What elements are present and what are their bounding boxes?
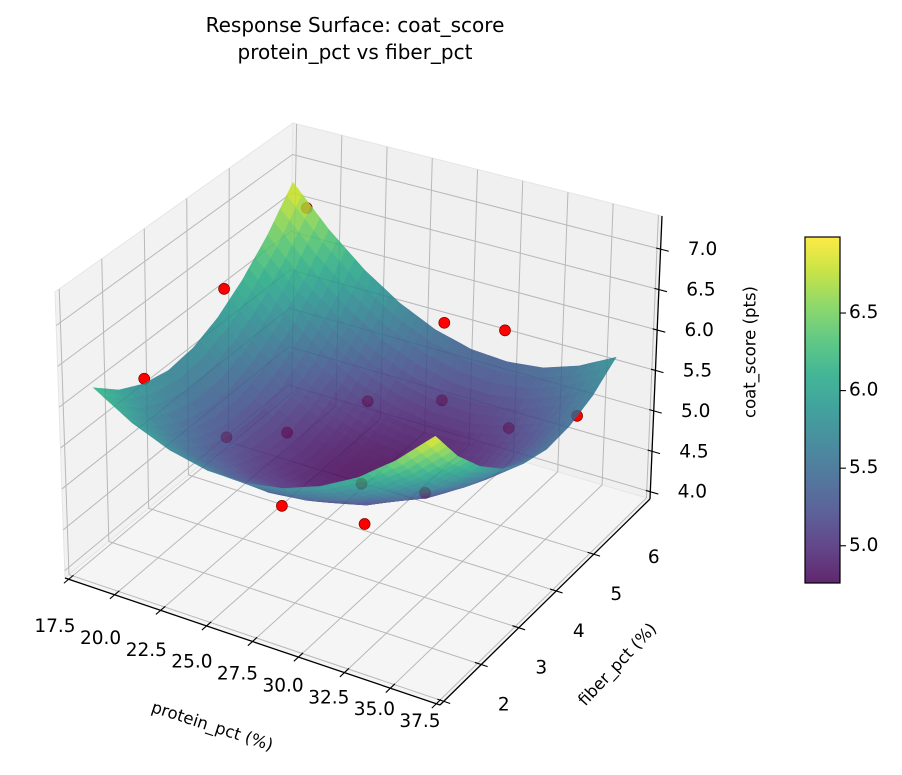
- z-tick-label: 5.0: [681, 401, 710, 422]
- z-tick-label: 6.5: [686, 280, 715, 301]
- x-tick: [63, 574, 74, 584]
- x-tick-label: 35.0: [354, 699, 395, 720]
- x-tick-label: 22.5: [126, 640, 167, 661]
- z-tick-label: 6.0: [684, 320, 713, 341]
- x-axis-label: protein_pct (%): [149, 697, 276, 755]
- x-tick-label: 37.5: [399, 711, 440, 732]
- data-point: [218, 283, 230, 295]
- back-gridline-z: [290, 230, 658, 331]
- x-tick: [247, 636, 258, 647]
- x-tick: [155, 605, 166, 615]
- data-point: [276, 500, 288, 512]
- x-tick: [431, 698, 442, 709]
- z-tick-label: 4.0: [678, 482, 707, 503]
- colorbar-tick-label: 5.5: [849, 457, 878, 478]
- z-axis-label: coat_score (pts): [741, 286, 761, 418]
- x-tick-label: 32.5: [308, 687, 349, 708]
- colorbar-tick-label: 6.5: [849, 302, 878, 323]
- z-tick: [647, 449, 661, 455]
- x-tick: [385, 683, 396, 693]
- z-tick: [650, 368, 664, 374]
- z-tick: [652, 328, 666, 333]
- y-tick: [512, 625, 526, 631]
- y-axis-label: fiber_pct (%): [574, 619, 661, 710]
- x-tick: [201, 621, 212, 631]
- y-tick-label: 3: [535, 658, 547, 679]
- surface-mesh: [92, 181, 617, 506]
- data-point: [438, 316, 451, 329]
- z-tick: [654, 287, 668, 293]
- surface-facet: [425, 435, 442, 448]
- chart-title: Response Surface: coat_score protein_pct…: [206, 13, 505, 64]
- left-gridline-z: [58, 230, 292, 408]
- title-line-1: Response Surface: coat_score: [206, 13, 505, 37]
- floor-gridline-y: [188, 474, 557, 592]
- y-tick-label: 5: [610, 584, 622, 605]
- z-tick-label: 7.0: [688, 239, 717, 260]
- colorbar-tick-label: 5.0: [849, 535, 878, 556]
- colorbar-frame: [804, 236, 841, 584]
- floor-gridline-y: [148, 507, 519, 629]
- x-tick: [293, 652, 304, 662]
- y-tick: [549, 588, 563, 594]
- z-tick: [649, 409, 662, 414]
- y-tick-label: 4: [573, 621, 585, 642]
- data-point: [358, 518, 371, 530]
- x-tick-label: 27.5: [217, 664, 258, 685]
- colorbar-tick-label: 6.0: [849, 380, 878, 401]
- x-tick-label: 30.0: [262, 675, 303, 696]
- back-gridline-z: [291, 192, 660, 291]
- x-tick-label: 20.0: [80, 628, 121, 649]
- floor-gridline-x: [435, 497, 647, 705]
- colorbar: 5.0 5.5 6.0 6.5: [804, 236, 878, 584]
- z-tick: [655, 247, 669, 252]
- left-gridline-z: [57, 192, 292, 367]
- data-point: [499, 324, 511, 337]
- z-tick-label: 4.5: [679, 441, 708, 462]
- left-gridline-z: [55, 154, 293, 326]
- x-tick: [339, 667, 350, 678]
- z-tick: [645, 489, 659, 495]
- floor-gridline-y: [108, 540, 482, 666]
- floor-gridline-x: [390, 484, 603, 689]
- title-line-2: protein_pct vs fiber_pct: [238, 40, 473, 64]
- y-tick-label: 2: [498, 694, 510, 715]
- x-tick: [109, 590, 120, 600]
- tick-marks: [63, 247, 669, 709]
- x-tick-label: 17.5: [34, 616, 75, 637]
- colorbar-gradient: [805, 237, 840, 583]
- floor-gridline-x: [298, 458, 514, 658]
- x-tick-label: 25.0: [171, 652, 212, 673]
- back-gridline-x: [601, 203, 614, 485]
- y-tick: [437, 698, 451, 705]
- z-tick-label: 5.5: [683, 360, 712, 381]
- y-axis-line: [439, 498, 651, 706]
- y-tick: [587, 551, 601, 557]
- floor-gridline-x: [344, 471, 559, 673]
- y-tick: [474, 661, 488, 668]
- y-tick-label: 6: [648, 547, 660, 568]
- tick-labels: 17.520.022.525.027.530.032.535.037.5 2 3 4 5…: [34, 239, 717, 732]
- back-gridline-z: [292, 154, 661, 250]
